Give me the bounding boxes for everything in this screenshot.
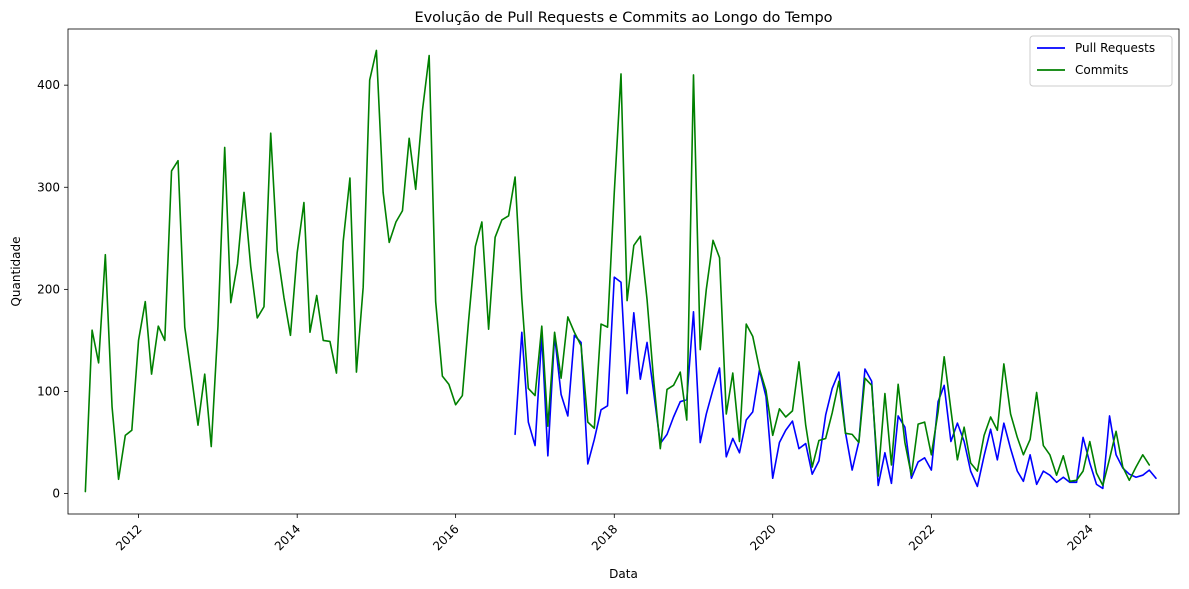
y-tick-label: 100 [37, 384, 60, 398]
y-tick-label: 0 [52, 487, 60, 501]
legend: Pull Requests Commits [1029, 35, 1173, 87]
series-layer [84, 49, 1157, 493]
legend-box [1029, 35, 1173, 87]
legend-label: Commits [1075, 63, 1128, 77]
y-tick-label: 400 [37, 78, 60, 92]
plot-background [68, 29, 1179, 514]
plot-area [67, 28, 1180, 515]
x-axis-title: Data [609, 567, 638, 581]
legend-label: Pull Requests [1075, 41, 1155, 55]
y-tick-label: 300 [37, 180, 60, 194]
y-axis-title: Quantidade [9, 236, 23, 306]
series-line-pull-requests [514, 276, 1157, 490]
y-tick-label: 200 [37, 282, 60, 296]
plot-frame [67, 28, 1180, 515]
y-axis: 0 100 200 300 400 [37, 78, 68, 501]
series-line-commits [84, 49, 1151, 493]
chart-title: Evolução de Pull Requests e Commits ao L… [414, 10, 832, 26]
